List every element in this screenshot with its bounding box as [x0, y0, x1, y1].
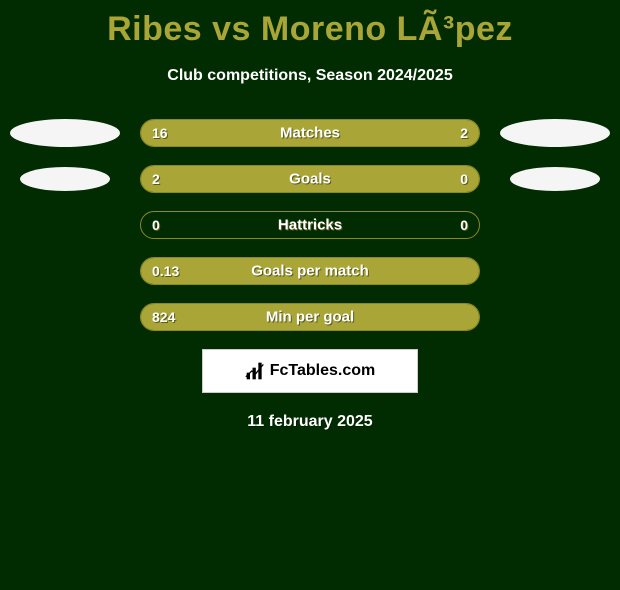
stat-value-left: 0.13 [152, 263, 179, 279]
comparison-title: Ribes vs Moreno LÃ³pez [0, 10, 620, 49]
stat-label: Matches [280, 125, 340, 142]
stat-label: Goals [289, 171, 331, 188]
source-logo-text: FcTables.com [270, 362, 376, 380]
player-left-ellipse [20, 167, 110, 191]
stat-row: Hattricks 0 0 [140, 211, 480, 239]
stat-value-right: 0 [460, 217, 468, 233]
player-right-ellipse [500, 119, 610, 147]
stat-value-left: 824 [152, 309, 175, 325]
stat-value-right: 0 [460, 171, 468, 187]
stat-value-left: 0 [152, 217, 160, 233]
player-right-ellipse [510, 167, 600, 191]
comparison-chart: Matches 16 2 Goals 2 0 Hattricks 0 0 Goals per ma… [0, 119, 620, 331]
stat-label: Min per goal [266, 309, 354, 326]
stat-value-right: 2 [460, 125, 468, 141]
stat-row: Goals 2 0 [140, 165, 480, 193]
stat-bar-fill-left [141, 120, 405, 146]
stat-row: Matches 16 2 [140, 119, 480, 147]
stat-value-left: 2 [152, 171, 160, 187]
stat-row: Goals per match 0.13 [140, 257, 480, 285]
stat-bar-fill-right [411, 166, 479, 192]
stat-label: Goals per match [251, 263, 369, 280]
stat-label: Hattricks [278, 217, 342, 234]
source-logo-box: FcTables.com [202, 349, 418, 393]
stat-bar-fill-left [141, 166, 411, 192]
comparison-subtitle: Club competitions, Season 2024/2025 [0, 67, 620, 85]
stat-value-left: 16 [152, 125, 168, 141]
bar-chart-icon [245, 361, 265, 381]
stat-row: Min per goal 824 [140, 303, 480, 331]
player-left-ellipse [10, 119, 120, 147]
capture-date: 11 february 2025 [0, 413, 620, 431]
